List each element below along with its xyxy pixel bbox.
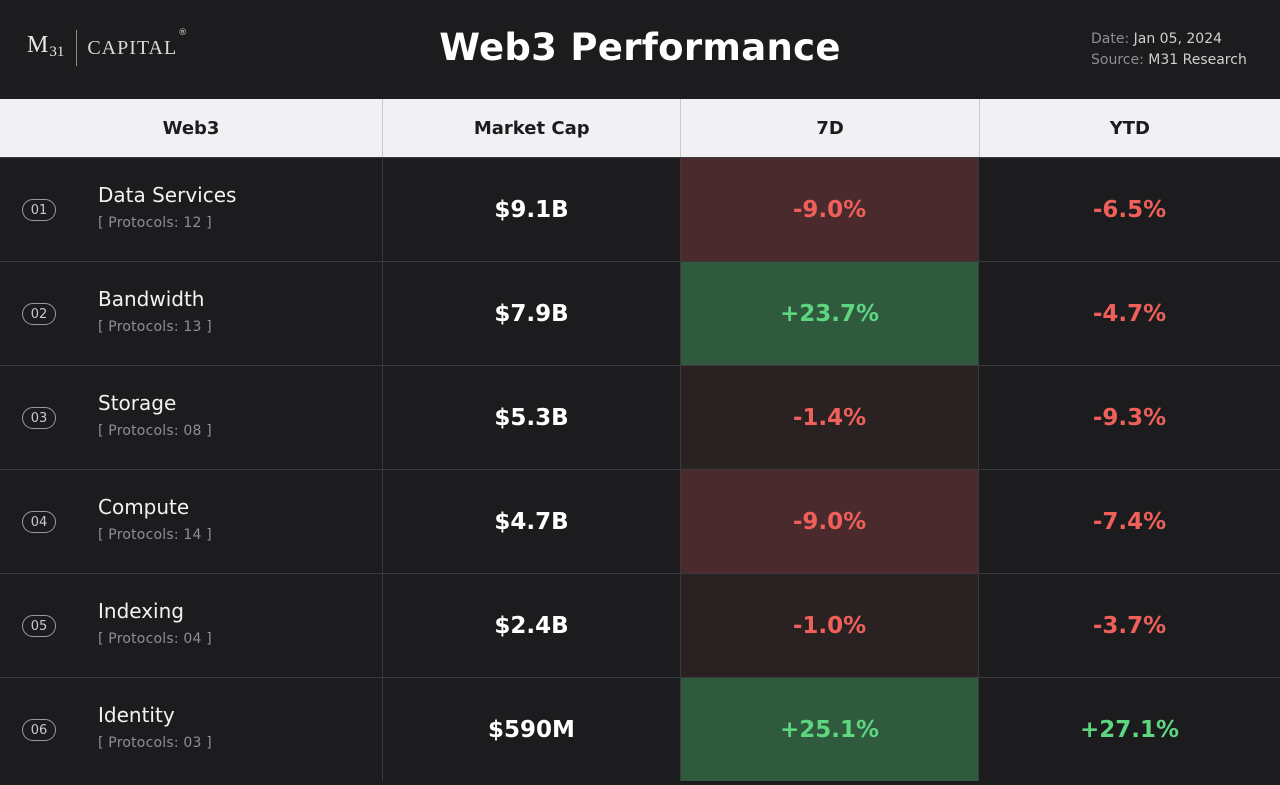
change-ytd-cell: -4.7% xyxy=(1092,300,1167,327)
category-cell: 01 Data Services [ Protocols: 12 ] xyxy=(0,158,383,261)
logo-m: M xyxy=(27,32,49,58)
table-row: 04 Compute [ Protocols: 14 ] $4.7B -9.0% -7.4… xyxy=(0,469,1280,573)
table-row: 01 Data Services [ Protocols: 12 ] $9.1B -9.… xyxy=(0,157,1280,261)
table-row: 05 Indexing [ Protocols: 04 ] $2.4B -1.0% -3.… xyxy=(0,573,1280,677)
category-cell: 05 Indexing [ Protocols: 04 ] xyxy=(0,574,383,677)
change-ytd-cell: -6.5% xyxy=(1092,196,1167,223)
protocol-count: [ Protocols: 03 ] xyxy=(98,735,212,751)
protocol-count: [ Protocols: 13 ] xyxy=(98,319,212,335)
meta-info: Date: Jan 05, 2024 Source: M31 Research xyxy=(1091,29,1247,71)
protocol-count: [ Protocols: 08 ] xyxy=(98,423,212,439)
table-body: 01 Data Services[ Protocols: 12 ] $9.1B -9.… xyxy=(0,157,1280,781)
date-label: Date: xyxy=(1091,31,1130,47)
change-7d-cell: -1.4% xyxy=(681,366,979,469)
change-7d-cell: +25.1% xyxy=(681,678,979,781)
page-title: Web3 Performance xyxy=(439,26,841,69)
category-cell: 06 Identity [ Protocols: 03 ] xyxy=(0,678,383,781)
change-7d-cell: +23.7% xyxy=(681,262,979,365)
market-cap-cell: $5.3B xyxy=(383,366,681,469)
market-cap-cell: $4.7B xyxy=(383,470,681,573)
protocol-count: [ Protocols: 14 ] xyxy=(98,527,212,543)
category-name: Identity xyxy=(98,703,175,727)
protocol-count: [ Protocols: 04 ] xyxy=(98,631,212,647)
change-7d-cell: -9.0% xyxy=(681,470,979,573)
source-label: Source: xyxy=(1091,52,1144,68)
header-bar: M 31 CAPITAL ® Web3 Performance Date: Ja… xyxy=(0,0,1280,99)
row-number-badge: 04 xyxy=(22,511,56,533)
table-row: 02 Bandwidth [ Protocols: 13 ] $7.9B +23.7% -… xyxy=(0,261,1280,365)
change-7d-cell: -9.0% xyxy=(681,158,979,261)
category-cell: 04 Compute [ Protocols: 14 ] xyxy=(0,470,383,573)
logo-divider xyxy=(76,30,78,66)
logo-name: CAPITAL xyxy=(87,37,178,59)
table-header-row: Web3 Market Cap 7D YTD xyxy=(0,99,1280,157)
market-cap-cell: $7.9B xyxy=(383,262,681,365)
change-ytd-cell: -3.7% xyxy=(1092,612,1167,639)
row-number-badge: 06 xyxy=(22,719,56,741)
category-cell: 03 Storage [ Protocols: 08 ] xyxy=(0,366,383,469)
column-header-web3: Web3 xyxy=(0,99,384,157)
change-7d-cell: -1.0% xyxy=(681,574,979,677)
column-header-market-cap: Market Cap xyxy=(383,99,682,157)
category-cell: 02 Bandwidth [ Protocols: 13 ] xyxy=(0,262,383,365)
market-cap-cell: $2.4B xyxy=(383,574,681,677)
logo-registered-mark: ® xyxy=(178,28,188,38)
table-row: 06 Identity [ Protocols: 03 ] $590M +25.1% +2… xyxy=(0,677,1280,781)
row-number-badge: 01 xyxy=(22,199,56,221)
category-name: Storage xyxy=(98,391,177,415)
category-name: Indexing xyxy=(98,599,184,623)
table-row: 03 Storage [ Protocols: 08 ] $5.3B -1.4% -9.3… xyxy=(0,365,1280,469)
change-ytd-cell: -7.4% xyxy=(1092,508,1167,535)
logo-number: 31 xyxy=(49,44,65,60)
change-ytd-cell: +27.1% xyxy=(1079,716,1180,743)
column-header-7d: 7D xyxy=(681,99,980,157)
category-name: Bandwidth xyxy=(98,287,205,311)
date-line: Date: Jan 05, 2024 xyxy=(1091,29,1247,50)
m31-capital-logo: M 31 CAPITAL ® xyxy=(27,28,188,68)
performance-table: Web3 Market Cap 7D YTD 01 Data Services [ … xyxy=(0,99,1280,781)
date-value: Jan 05, 2024 xyxy=(1133,31,1223,47)
column-header-ytd: YTD xyxy=(1109,117,1150,139)
market-cap-cell: $9.1B xyxy=(383,158,681,261)
row-number-badge: 05 xyxy=(22,615,56,637)
category-name: Compute xyxy=(98,495,190,519)
change-ytd-cell: -9.3% xyxy=(1092,404,1167,431)
protocol-count: [ Protocols: 12 ] xyxy=(98,215,212,231)
source-line: Source: M31 Research xyxy=(1091,50,1247,71)
source-value: M31 Research xyxy=(1148,52,1247,68)
market-cap-cell: $590M xyxy=(383,678,681,781)
row-number-badge: 03 xyxy=(22,407,56,429)
row-number-badge: 02 xyxy=(22,303,56,325)
category-name: Data Services xyxy=(98,183,237,207)
